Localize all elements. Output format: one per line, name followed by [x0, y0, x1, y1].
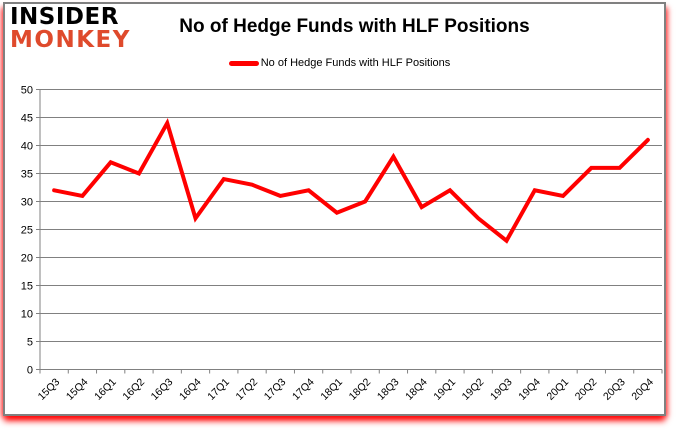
y-tick-label: 45 — [21, 113, 33, 125]
series-line — [52, 117, 650, 244]
x-tick-label: 17Q3 — [262, 376, 289, 403]
y-tick-label: 40 — [21, 141, 33, 153]
x-tick-label: 19Q1 — [431, 376, 458, 403]
logo-text-monkey: MONKEY — [10, 26, 131, 53]
x-tick-label: 16Q1 — [92, 376, 119, 403]
x-tick-label: 16Q2 — [120, 376, 147, 403]
x-tick-label: 15Q3 — [36, 376, 63, 403]
x-tick-label: 16Q4 — [177, 376, 204, 403]
chart-legend: No of Hedge Funds with HLF Positions — [15, 56, 664, 70]
y-tick-label: 50 — [21, 85, 33, 97]
x-tick-label: 20Q2 — [573, 376, 600, 403]
y-tick-label: 15 — [21, 281, 33, 293]
x-tick-label: 18Q4 — [403, 376, 430, 403]
chart-card: INSIDER MONKEY No of Hedge Funds with HL… — [3, 2, 666, 416]
y-tick-label: 25 — [21, 225, 33, 237]
x-tick-label: 18Q3 — [375, 376, 402, 403]
y-tick-label: 35 — [21, 169, 33, 181]
x-tick-label: 20Q4 — [629, 376, 656, 403]
y-tick-label: 0 — [27, 365, 33, 377]
x-tick-label: 20Q3 — [601, 376, 628, 403]
x-tick-label: 19Q3 — [488, 376, 515, 403]
x-tick-label: 19Q2 — [460, 376, 487, 403]
y-tick-label: 5 — [27, 337, 33, 349]
chart-svg: 0 5 10 15 20 25 30 35 40 45 50 15Q3 15Q4 16Q1 16Q2 16Q3… — [21, 85, 663, 403]
x-tick-label: 18Q2 — [347, 376, 374, 403]
x-tick-label: 17Q1 — [205, 376, 232, 403]
y-tick-label: 10 — [21, 309, 33, 321]
legend-line-swatch — [228, 60, 259, 66]
legend-label: No of Hedge Funds with HLF Positions — [260, 57, 451, 69]
y-tick-label: 30 — [21, 197, 33, 209]
x-tick-label: 20Q1 — [545, 376, 572, 403]
x-tick-label: 18Q1 — [318, 376, 345, 403]
x-tick-label: 17Q2 — [234, 376, 261, 403]
logo-text-insider: INSIDER — [10, 4, 119, 30]
chart-title: No of Hedge Funds with HLF Positions — [179, 16, 530, 37]
insider-monkey-logo: INSIDER MONKEY — [10, 6, 131, 51]
y-tick-label: 20 — [21, 253, 33, 265]
x-tick-label: 19Q4 — [516, 376, 543, 403]
x-tick-label: 15Q4 — [64, 376, 91, 403]
x-tick-label: 16Q3 — [149, 376, 176, 403]
x-tick-label: 17Q4 — [290, 376, 317, 403]
